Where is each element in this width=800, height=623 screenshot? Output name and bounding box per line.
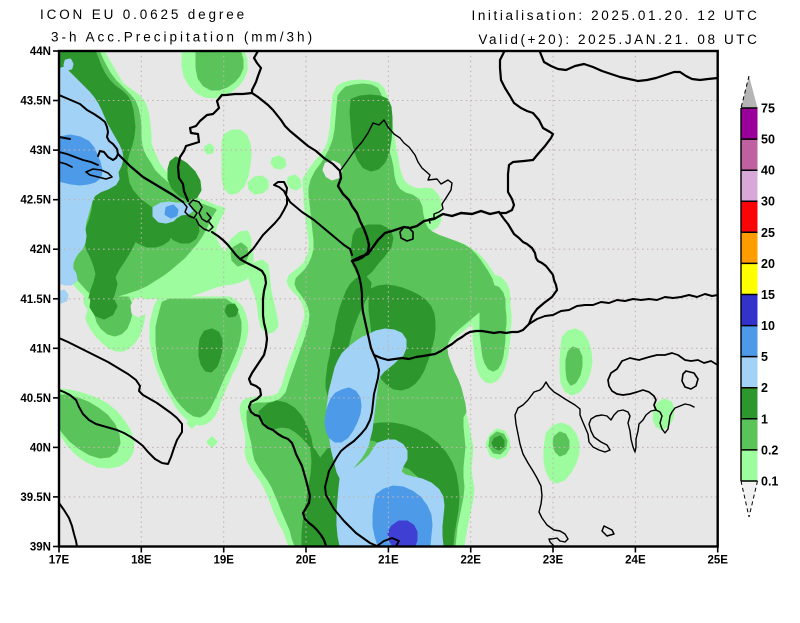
- svg-text:22E: 22E: [460, 555, 481, 567]
- svg-text:23E: 23E: [543, 555, 564, 567]
- svg-text:25E: 25E: [707, 555, 728, 567]
- svg-text:2: 2: [761, 381, 768, 395]
- svg-text:15: 15: [761, 288, 775, 302]
- svg-text:0.1: 0.1: [761, 475, 778, 489]
- svg-text:Valid(+20): 2025.JAN.21. 08 UT: Valid(+20): 2025.JAN.21. 08 UTC: [478, 32, 759, 47]
- svg-text:17E: 17E: [49, 555, 70, 567]
- svg-text:0.2: 0.2: [761, 443, 778, 457]
- svg-text:18E: 18E: [131, 555, 152, 567]
- svg-text:39.5N: 39.5N: [20, 492, 51, 504]
- svg-text:39N: 39N: [30, 542, 51, 554]
- svg-text:Initialisation: 2025.01.20. 12: Initialisation: 2025.01.20. 12 UTC: [471, 8, 759, 23]
- svg-text:41.5N: 41.5N: [20, 294, 51, 306]
- svg-text:75: 75: [761, 102, 775, 116]
- svg-text:21E: 21E: [378, 555, 399, 567]
- svg-text:40.5N: 40.5N: [20, 393, 51, 405]
- svg-text:5: 5: [761, 350, 768, 364]
- svg-text:43N: 43N: [30, 145, 51, 157]
- svg-text:43.5N: 43.5N: [20, 96, 51, 108]
- svg-text:24E: 24E: [625, 555, 646, 567]
- svg-text:50: 50: [761, 133, 775, 147]
- svg-text:30: 30: [761, 195, 775, 209]
- svg-text:3-h Acc.Precipitation (mm/3h): 3-h Acc.Precipitation (mm/3h): [51, 30, 315, 45]
- svg-text:ICON EU 0.0625 degree: ICON EU 0.0625 degree: [40, 7, 247, 22]
- svg-text:40N: 40N: [30, 442, 51, 454]
- svg-text:42.5N: 42.5N: [20, 195, 51, 207]
- svg-text:25: 25: [761, 226, 775, 240]
- svg-text:42N: 42N: [30, 244, 51, 256]
- svg-text:44N: 44N: [30, 46, 51, 58]
- svg-text:1: 1: [761, 412, 768, 426]
- svg-text:20: 20: [761, 257, 775, 271]
- svg-text:41N: 41N: [30, 343, 51, 355]
- svg-text:40: 40: [761, 164, 775, 178]
- svg-text:10: 10: [761, 319, 775, 333]
- svg-text:19E: 19E: [213, 555, 234, 567]
- svg-text:20E: 20E: [296, 555, 317, 567]
